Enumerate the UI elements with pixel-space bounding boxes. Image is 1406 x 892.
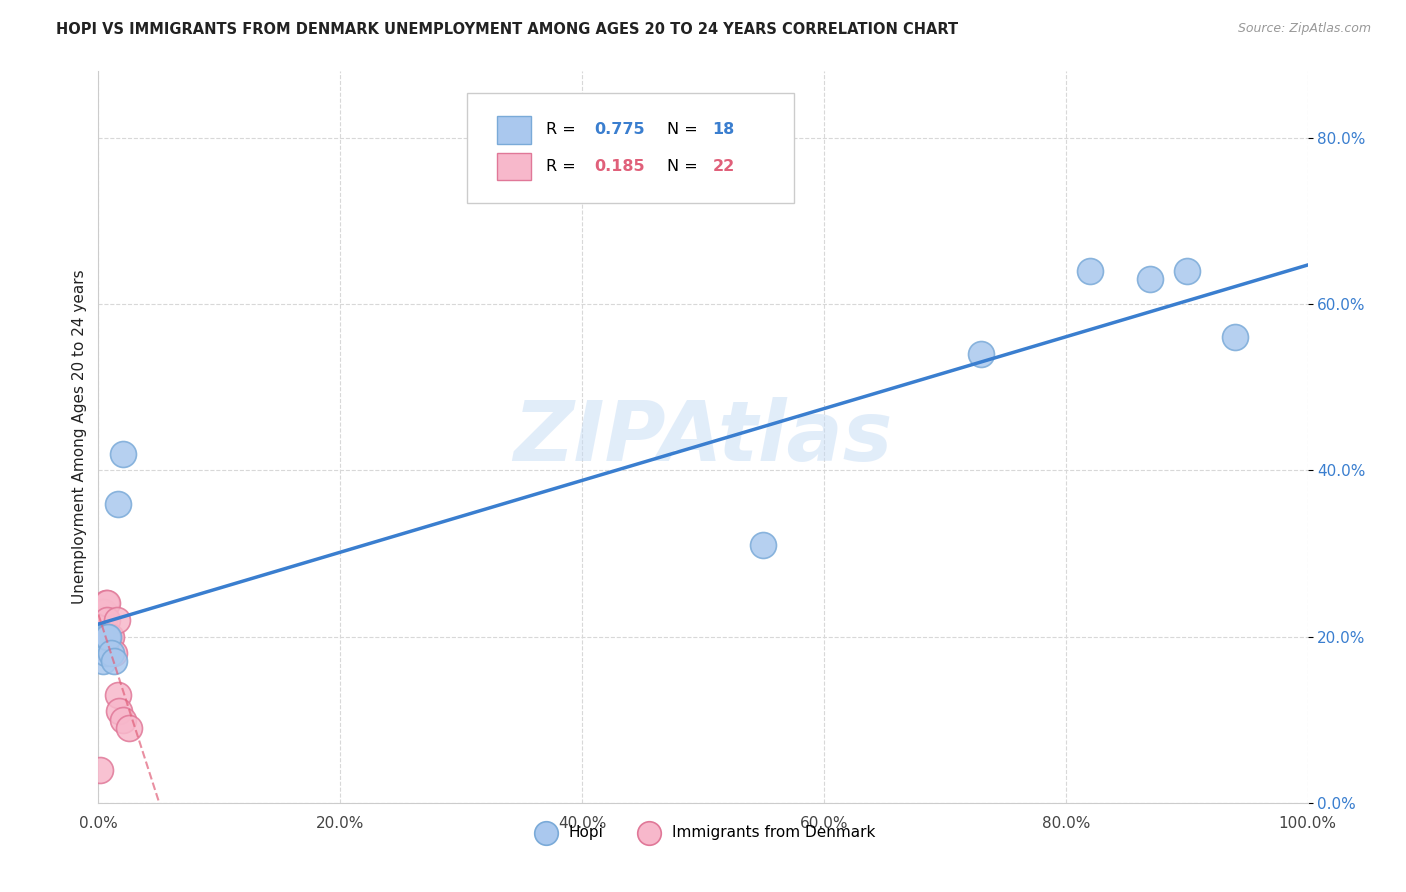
- Text: ZIPAtlas: ZIPAtlas: [513, 397, 893, 477]
- Point: [752, 538, 775, 552]
- Point: [1175, 264, 1198, 278]
- Point: [90, 613, 112, 627]
- Legend: Hopi, Immigrants from Denmark: Hopi, Immigrants from Denmark: [524, 819, 882, 847]
- Point: [1223, 330, 1246, 344]
- FancyBboxPatch shape: [498, 116, 531, 144]
- Point: [91, 605, 114, 619]
- Text: N =: N =: [666, 122, 703, 137]
- Point: [94, 646, 117, 660]
- Text: N =: N =: [666, 159, 703, 174]
- Point: [97, 630, 120, 644]
- Text: R =: R =: [546, 159, 581, 174]
- Point: [107, 497, 129, 511]
- Point: [100, 646, 122, 660]
- Point: [96, 613, 118, 627]
- Point: [96, 630, 118, 644]
- Point: [91, 613, 114, 627]
- Text: 22: 22: [713, 159, 735, 174]
- Point: [98, 630, 121, 644]
- Point: [118, 721, 141, 735]
- Point: [111, 713, 134, 727]
- Point: [107, 688, 129, 702]
- Point: [97, 630, 120, 644]
- Text: Source: ZipAtlas.com: Source: ZipAtlas.com: [1237, 22, 1371, 36]
- Point: [93, 605, 115, 619]
- Point: [108, 705, 131, 719]
- Text: 0.775: 0.775: [595, 122, 645, 137]
- Point: [1139, 272, 1161, 286]
- Point: [90, 630, 112, 644]
- Point: [96, 596, 118, 610]
- FancyBboxPatch shape: [467, 94, 793, 203]
- Point: [89, 638, 111, 652]
- Point: [100, 630, 122, 644]
- Point: [91, 605, 114, 619]
- Point: [1078, 264, 1101, 278]
- Text: R =: R =: [546, 122, 581, 137]
- Point: [90, 613, 112, 627]
- Point: [89, 763, 111, 777]
- Point: [105, 613, 128, 627]
- Point: [91, 630, 114, 644]
- Point: [103, 646, 125, 660]
- Y-axis label: Unemployment Among Ages 20 to 24 years: Unemployment Among Ages 20 to 24 years: [72, 269, 87, 605]
- Point: [91, 655, 114, 669]
- Text: HOPI VS IMMIGRANTS FROM DENMARK UNEMPLOYMENT AMONG AGES 20 TO 24 YEARS CORRELATI: HOPI VS IMMIGRANTS FROM DENMARK UNEMPLOY…: [56, 22, 959, 37]
- Point: [94, 596, 117, 610]
- Point: [91, 613, 114, 627]
- Point: [103, 655, 125, 669]
- Text: 0.185: 0.185: [595, 159, 645, 174]
- Text: 18: 18: [713, 122, 735, 137]
- Point: [970, 347, 993, 361]
- Point: [93, 630, 115, 644]
- Point: [111, 447, 134, 461]
- Point: [89, 630, 111, 644]
- FancyBboxPatch shape: [498, 153, 531, 180]
- Point: [93, 613, 115, 627]
